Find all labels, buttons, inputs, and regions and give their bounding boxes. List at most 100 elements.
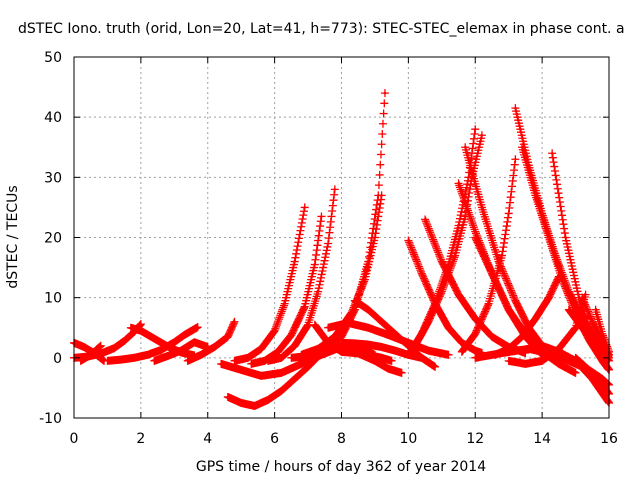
data-point	[440, 290, 444, 293]
data-point	[313, 323, 316, 326]
x-tick-label: 14	[533, 431, 551, 447]
data-point	[490, 335, 494, 338]
series-arc-38	[571, 353, 613, 389]
y-tick-label: 30	[44, 170, 62, 186]
data-point	[303, 206, 306, 209]
data-point	[387, 367, 390, 370]
data-point	[520, 146, 524, 149]
data-point	[400, 371, 403, 375]
data-point	[474, 317, 477, 320]
data-point	[557, 350, 561, 354]
x-tick-label: 4	[203, 431, 212, 447]
series-arc-11	[263, 185, 339, 365]
data-point	[464, 215, 467, 218]
data-point	[250, 362, 253, 366]
x-tick-label: 6	[270, 431, 279, 447]
data-point	[219, 362, 223, 366]
data-point	[474, 349, 477, 352]
data-point	[474, 356, 477, 360]
data-point	[387, 333, 390, 337]
data-point	[574, 356, 577, 360]
data-point	[226, 335, 230, 338]
data-point	[233, 320, 236, 323]
data-point	[447, 353, 450, 357]
data-point	[326, 341, 330, 344]
y-axis-label: dSTEC / TECUs	[5, 185, 21, 288]
series-arc-10	[247, 212, 326, 368]
data-point	[266, 398, 270, 402]
data-point	[363, 278, 367, 281]
data-point	[534, 317, 537, 320]
series-arc-03	[76, 341, 105, 365]
data-point	[514, 106, 517, 110]
data-point	[393, 332, 397, 335]
data-point	[547, 296, 551, 299]
data-point	[601, 359, 604, 363]
tick-labels: 0 2 4 6 8 10 12 14 16 -10 0 10 20 30 40 50	[39, 50, 618, 447]
data-point	[340, 335, 343, 338]
data-point	[290, 333, 293, 337]
data-point	[333, 188, 337, 191]
data-point	[534, 194, 537, 197]
data-point	[380, 345, 383, 349]
data-point	[487, 302, 490, 305]
data-point	[474, 128, 477, 131]
series-arc-37	[591, 305, 613, 356]
data-point	[474, 230, 477, 233]
data-point	[293, 344, 296, 347]
data-point	[550, 152, 554, 155]
data-point	[129, 326, 133, 329]
data-point	[427, 320, 430, 323]
data-point	[193, 340, 196, 344]
data-point	[490, 272, 494, 275]
x-tick-label: 16	[600, 431, 618, 447]
x-tick-label: 12	[466, 431, 484, 447]
data-point	[601, 377, 604, 381]
data-point	[393, 349, 397, 352]
data-point	[581, 296, 584, 299]
data-point	[246, 356, 250, 360]
data-point	[514, 299, 517, 302]
axis-ticks	[73, 56, 610, 419]
data-point	[316, 290, 320, 293]
data-point	[380, 356, 383, 360]
data-point	[303, 305, 306, 308]
y-tick-label: 0	[53, 351, 62, 367]
data-point	[353, 299, 357, 302]
data-point	[457, 182, 460, 185]
data-point	[413, 344, 417, 347]
data-point	[183, 333, 186, 337]
data-point	[500, 254, 504, 257]
data-point	[112, 347, 116, 350]
data-point	[346, 321, 350, 325]
data-point	[594, 308, 597, 311]
data-point	[226, 395, 230, 399]
data-point	[507, 359, 510, 363]
data-point	[253, 404, 256, 408]
data-point	[460, 341, 464, 344]
data-point	[316, 347, 320, 351]
y-tick-label: 50	[44, 50, 62, 66]
data-point	[440, 260, 444, 263]
data-point	[433, 365, 437, 369]
data-point	[591, 320, 594, 323]
series-arc-18	[350, 296, 440, 371]
y-tick-label: 20	[44, 231, 62, 247]
data-point	[557, 275, 561, 278]
data-point	[260, 347, 263, 351]
data-point	[280, 371, 283, 375]
data-point	[601, 383, 604, 387]
data-point	[239, 368, 243, 372]
data-point	[547, 236, 551, 239]
data-point	[540, 359, 544, 363]
data-point	[346, 347, 350, 351]
data-point	[146, 353, 149, 357]
data-point	[159, 348, 163, 352]
data-point	[306, 365, 310, 369]
x-tick-label: 2	[136, 431, 145, 447]
series-arc-04	[103, 323, 202, 365]
data-point	[233, 359, 236, 363]
data-point	[460, 350, 464, 354]
data-point	[300, 362, 303, 366]
data-point	[353, 342, 357, 345]
